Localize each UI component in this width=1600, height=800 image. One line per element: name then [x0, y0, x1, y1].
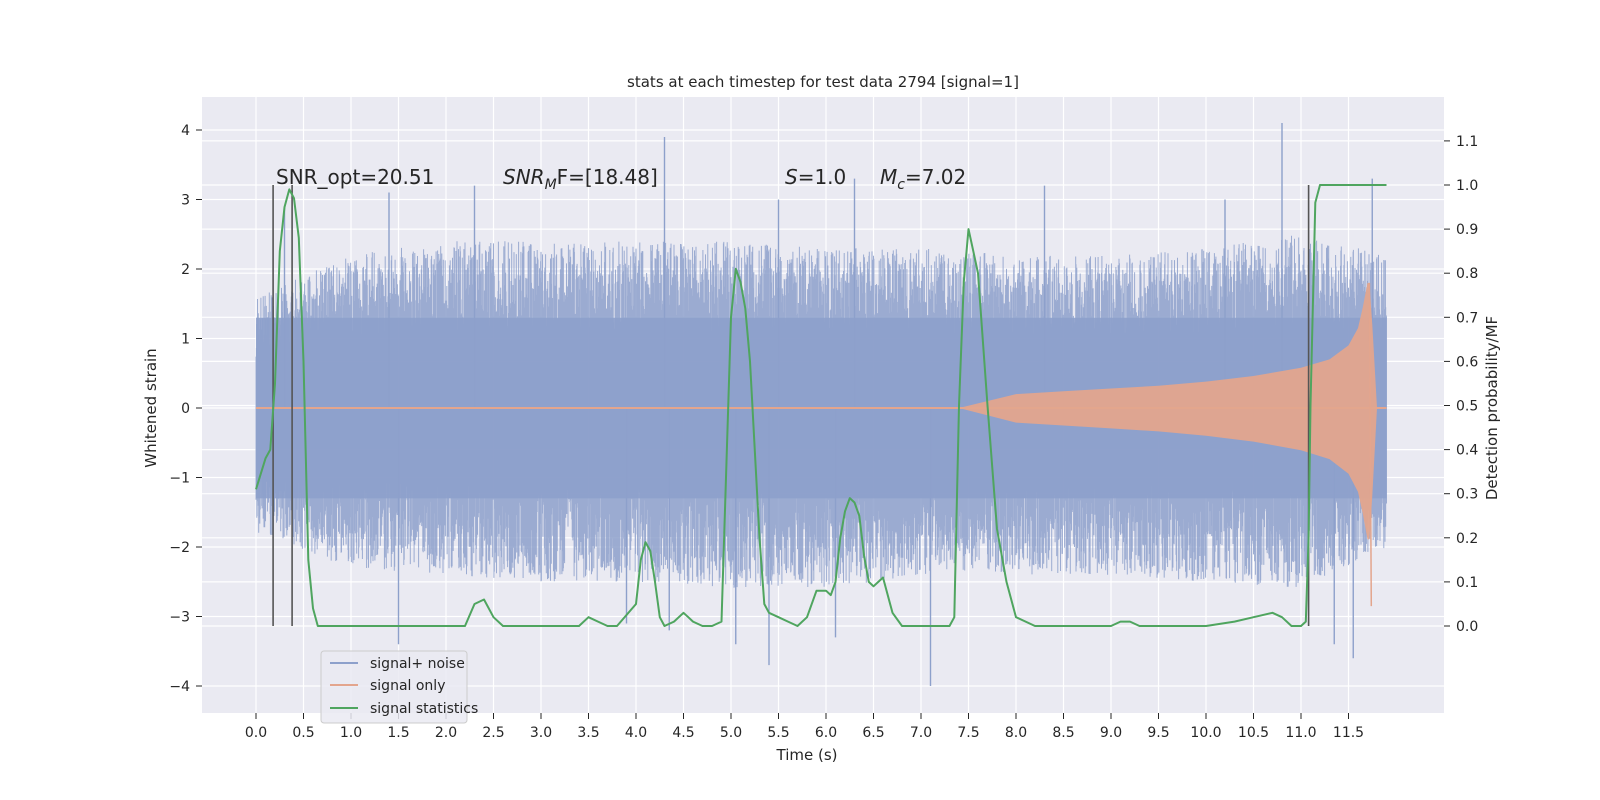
x-tick-label: 7.0 — [910, 725, 932, 741]
annotation-snr-opt: SNR_opt=20.51 — [276, 165, 434, 189]
x-axis-label: Time (s) — [776, 746, 838, 764]
x-tick-label: 3.5 — [577, 725, 599, 741]
y-right-tick-label: 1.0 — [1456, 178, 1478, 194]
y-tick-label: 0 — [181, 401, 190, 417]
x-tick-label: 9.0 — [1100, 725, 1122, 741]
statistics-line — [255, 184, 1387, 627]
y-right-axis-label: Detection probability/MF — [1483, 316, 1501, 500]
x-tick-label: 11.5 — [1333, 725, 1364, 741]
y-right-axis-ticks: 1.1 1.0 0.9 0.8 0.7 0.6 0.5 0.4 0.3 0.2 0.1 0.0 — [1444, 134, 1478, 635]
legend-label-signal-noise: signal+ noise — [370, 656, 465, 672]
y-right-tick-label: 0.6 — [1456, 354, 1478, 370]
x-tick-label: 5.0 — [720, 725, 742, 741]
x-tick-label: 3.0 — [530, 725, 552, 741]
x-tick-label: 4.0 — [625, 725, 647, 741]
y-tick-label: 1 — [181, 332, 190, 348]
legend-label-signal-only: signal only — [370, 678, 445, 694]
annotation-mc: Mc=7.02 — [880, 165, 966, 193]
x-tick-label: 8.5 — [1052, 725, 1074, 741]
x-tick-label: 6.5 — [862, 725, 884, 741]
y-tick-label: −1 — [169, 471, 190, 487]
x-tick-label: 7.5 — [957, 725, 979, 741]
y-right-tick-label: 0.4 — [1456, 443, 1478, 459]
series-signal-only — [256, 282, 1387, 607]
y-tick-label: 3 — [181, 193, 190, 209]
y-right-tick-label: 0.7 — [1456, 310, 1478, 326]
y-tick-label: −2 — [169, 540, 190, 556]
x-tick-label: 2.0 — [435, 725, 457, 741]
x-tick-label: 10.0 — [1190, 725, 1221, 741]
x-tick-label: 2.5 — [482, 725, 504, 741]
y-right-tick-label: 0.8 — [1456, 266, 1478, 282]
y-right-tick-label: 0.2 — [1456, 531, 1478, 547]
y-axis-ticks: 4 3 2 1 0 −1 −2 −3 −4 — [169, 123, 202, 695]
x-tick-label: 9.5 — [1147, 725, 1169, 741]
y-axis-label: Whitened strain — [142, 348, 160, 467]
x-tick-label: 6.0 — [815, 725, 837, 741]
series-signal-statistics — [255, 184, 1387, 627]
annotation-snr-mf: SNRMF=[18.48] — [503, 165, 658, 193]
legend-box — [320, 650, 468, 724]
x-tick-label: 0.0 — [245, 725, 267, 741]
x-tick-label: 8.0 — [1005, 725, 1027, 741]
x-tick-label: 11.0 — [1285, 725, 1316, 741]
y-tick-label: −3 — [169, 610, 190, 626]
y-right-tick-label: 0.0 — [1456, 619, 1478, 635]
chart-title: stats at each timestep for test data 279… — [627, 73, 1019, 91]
x-axis-ticks: 0.0 0.5 1.0 1.5 2.0 2.5 3.0 3.5 4.0 4.5 5.0 5.5 6.0 6… — [245, 713, 1364, 741]
signal-chirp — [959, 282, 1377, 540]
y-tick-label: −4 — [169, 679, 190, 695]
x-tick-label: 5.5 — [767, 725, 789, 741]
y-right-tick-label: 0.1 — [1456, 575, 1478, 591]
x-tick-label: 1.0 — [340, 725, 362, 741]
legend-label-signal-statistics: signal statistics — [370, 701, 478, 717]
x-tick-label: 4.5 — [672, 725, 694, 741]
y-right-tick-label: 0.9 — [1456, 222, 1478, 238]
annotation-s: S=1.0 — [785, 165, 846, 189]
y-tick-label: 4 — [181, 123, 190, 139]
legend: signal+ noise signal only signal statist… — [320, 650, 478, 724]
y-right-tick-label: 1.1 — [1456, 134, 1478, 150]
y-right-tick-label: 0.3 — [1456, 487, 1478, 503]
y-right-tick-label: 0.5 — [1456, 399, 1478, 415]
signal-merger — [1368, 282, 1373, 607]
y-tick-label: 2 — [181, 262, 190, 278]
x-tick-label: 0.5 — [292, 725, 314, 741]
x-tick-label: 1.5 — [387, 725, 409, 741]
x-tick-label: 10.5 — [1238, 725, 1269, 741]
